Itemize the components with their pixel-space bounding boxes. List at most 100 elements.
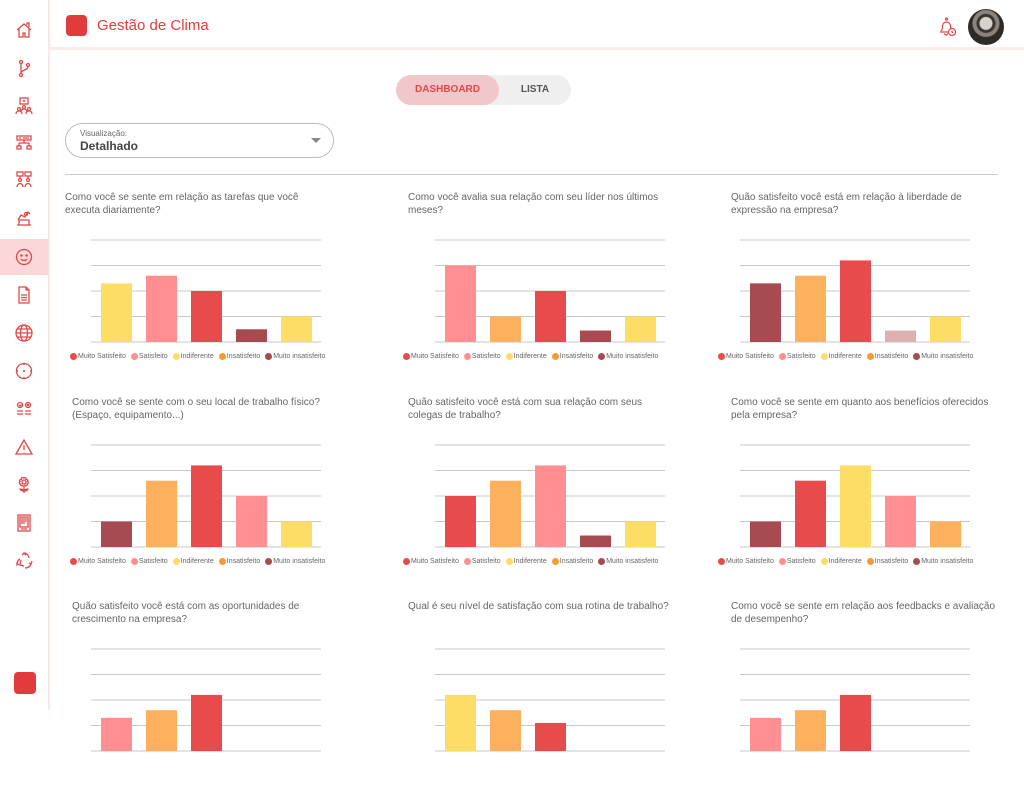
- bar[interactable]: [840, 260, 871, 342]
- bar[interactable]: [101, 521, 132, 548]
- legend-item[interactable]: Muito insatisfeito: [598, 353, 658, 360]
- bar[interactable]: [281, 521, 312, 548]
- sidebar-item-checklist[interactable]: [0, 391, 48, 427]
- bar[interactable]: [146, 480, 177, 547]
- sidebar-item-org-presentation[interactable]: [0, 88, 48, 124]
- bar[interactable]: [445, 496, 476, 547]
- bar[interactable]: [101, 717, 132, 751]
- bar[interactable]: [191, 291, 222, 342]
- bar[interactable]: [580, 330, 611, 342]
- legend-item[interactable]: Indiferente: [820, 558, 862, 565]
- sidebar-item-report[interactable]: [0, 505, 48, 541]
- legend-item[interactable]: Insatisfeito: [551, 558, 593, 565]
- bar[interactable]: [750, 717, 781, 751]
- sidebar-item-flower[interactable]: [0, 467, 48, 503]
- bar[interactable]: [445, 694, 476, 751]
- sidebar-item-home[interactable]: [0, 12, 48, 48]
- bar[interactable]: [840, 465, 871, 547]
- tab-lista[interactable]: LISTA: [520, 84, 550, 95]
- legend-item[interactable]: Muito Satisfeito: [718, 353, 774, 360]
- bar[interactable]: [930, 316, 961, 343]
- legend-item[interactable]: Insatisfeito: [218, 353, 261, 360]
- legend-item[interactable]: Muito Satisfeito: [718, 558, 774, 565]
- bar[interactable]: [191, 465, 222, 547]
- topbar: Gestão de Clima: [50, 0, 1024, 50]
- sidebar-item-git-branch[interactable]: [0, 50, 48, 86]
- bar[interactable]: [490, 316, 521, 343]
- legend-item[interactable]: Satisfeito: [463, 353, 501, 360]
- visualization-select[interactable]: Visualização: Detalhado: [65, 123, 334, 158]
- bar[interactable]: [236, 496, 267, 547]
- bar[interactable]: [930, 521, 961, 548]
- bar[interactable]: [445, 265, 476, 343]
- bar[interactable]: [885, 496, 916, 547]
- legend-item[interactable]: Muito insatisfeito: [265, 353, 325, 360]
- legend-item[interactable]: Indiferente: [172, 353, 214, 360]
- legend-item[interactable]: Insatisfeito: [866, 558, 908, 565]
- legend-item[interactable]: Muito insatisfeito: [598, 558, 658, 565]
- sidebar-item-globe[interactable]: [0, 315, 48, 351]
- sidebar-item-document[interactable]: [0, 277, 48, 313]
- bar[interactable]: [795, 710, 826, 751]
- legend-item[interactable]: Indiferente: [172, 558, 214, 565]
- legend-item[interactable]: Satisfeito: [130, 353, 168, 360]
- legend-item[interactable]: Muito Satisfeito: [70, 558, 126, 565]
- legend-item[interactable]: Satisfeito: [463, 558, 501, 565]
- sidebar-item-podium[interactable]: [0, 200, 48, 236]
- sidebar-bottom-button[interactable]: [14, 672, 36, 694]
- user-avatar[interactable]: [968, 9, 1004, 45]
- legend-item[interactable]: Muito Satisfeito: [403, 558, 459, 565]
- bar[interactable]: [146, 710, 177, 751]
- bar[interactable]: [146, 275, 177, 342]
- legend-item[interactable]: Indiferente: [820, 353, 862, 360]
- legend-item[interactable]: Satisfeito: [130, 558, 168, 565]
- hierarchy-icon: [16, 135, 32, 150]
- bar[interactable]: [535, 465, 566, 547]
- legend-item[interactable]: Insatisfeito: [218, 558, 260, 565]
- legend-item[interactable]: Muito Satisfeito: [403, 353, 459, 360]
- bar[interactable]: [795, 275, 826, 342]
- bar[interactable]: [885, 330, 916, 342]
- bar[interactable]: [191, 694, 222, 751]
- legend-item[interactable]: Muito Satisfeito: [70, 353, 126, 360]
- legend-item[interactable]: Insatisfeito: [551, 353, 593, 360]
- sidebar-item-target[interactable]: [0, 353, 48, 389]
- legend-label: Muito insatisfeito: [606, 558, 659, 565]
- sidebar-item-smiley[interactable]: [0, 239, 48, 275]
- chart-legend: Muito Satisfeito Satisfeito Indiferente Ins…: [70, 558, 325, 565]
- tab-dashboard[interactable]: DASHBOARD: [396, 75, 499, 105]
- bar[interactable]: [101, 283, 132, 342]
- bar[interactable]: [625, 316, 656, 343]
- legend-item[interactable]: Muito insatisfeito: [913, 353, 973, 360]
- bar[interactable]: [535, 291, 566, 342]
- app-logo[interactable]: [66, 15, 87, 36]
- legend-dot: [866, 558, 874, 565]
- legend-item[interactable]: Insatisfeito: [866, 353, 908, 360]
- bar[interactable]: [840, 694, 871, 751]
- sidebar-item-team-chat[interactable]: [0, 162, 48, 198]
- legend-item[interactable]: Indiferente: [505, 353, 547, 360]
- bar[interactable]: [750, 283, 781, 342]
- bar[interactable]: [535, 722, 566, 751]
- legend-label: Insatisfeito: [226, 353, 261, 360]
- bar[interactable]: [625, 521, 656, 548]
- bar[interactable]: [281, 316, 312, 343]
- bell-clock-icon[interactable]: [936, 16, 958, 38]
- bar[interactable]: [490, 480, 521, 547]
- legend-item[interactable]: Muito insatisfeito: [265, 558, 325, 565]
- legend-dot: [70, 353, 77, 360]
- sidebar-item-recycle[interactable]: [0, 543, 48, 579]
- legend-item[interactable]: Indiferente: [505, 558, 547, 565]
- legend-item[interactable]: Satisfeito: [778, 353, 816, 360]
- legend-item[interactable]: Muito insatisfeito: [913, 558, 973, 565]
- sidebar-item-hierarchy[interactable]: [0, 125, 48, 161]
- bar[interactable]: [490, 710, 521, 751]
- bar[interactable]: [236, 329, 267, 342]
- bar[interactable]: [580, 535, 611, 547]
- sidebar-item-warning[interactable]: [0, 429, 48, 465]
- bar[interactable]: [795, 480, 826, 547]
- legend-item[interactable]: Satisfeito: [778, 558, 816, 565]
- legend-dot: [265, 558, 273, 565]
- bar[interactable]: [750, 521, 781, 548]
- legend-label: Muito Satisfeito: [411, 353, 459, 360]
